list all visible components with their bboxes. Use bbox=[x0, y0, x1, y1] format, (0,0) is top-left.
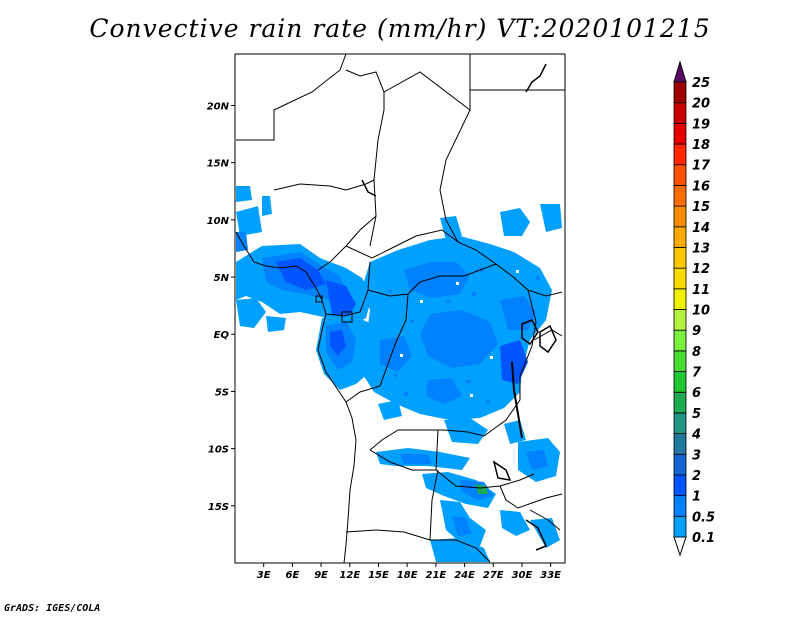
latitude-axis: 20N 15N 10N 5N EQ 5S 10S 15S bbox=[207, 101, 235, 513]
colorbar-label: 0.5 bbox=[692, 510, 715, 525]
colorbar-swatch bbox=[673, 350, 687, 372]
colorbar-label: 1 bbox=[692, 490, 701, 505]
colorbar-swatch bbox=[673, 122, 687, 145]
x-tick-label: 12E bbox=[339, 570, 360, 581]
y-tick-label: 15S bbox=[208, 502, 229, 513]
colorbar-swatch bbox=[673, 102, 687, 124]
colorbar-swatch bbox=[673, 205, 687, 228]
y-tick-label: 5N bbox=[214, 273, 230, 284]
y-tick-label: EQ bbox=[214, 330, 230, 341]
colorbar-swatch bbox=[673, 453, 687, 476]
colorbar-swatch bbox=[673, 474, 687, 497]
colorbar-label: 6 bbox=[692, 386, 701, 401]
colorbar-swatch bbox=[673, 226, 687, 248]
x-tick-label: 21E bbox=[425, 570, 446, 581]
colorbar-label: 18 bbox=[692, 138, 710, 153]
colorbar-label: 3 bbox=[692, 448, 701, 463]
y-tick-label: 20N bbox=[207, 101, 230, 112]
colorbar-label: 9 bbox=[692, 324, 701, 339]
colorbar-swatch bbox=[673, 329, 687, 352]
colorbar-swatch bbox=[673, 495, 687, 517]
x-tick-label: 6E bbox=[285, 570, 299, 581]
y-tick-label: 10S bbox=[208, 445, 229, 456]
colorbar-label: 19 bbox=[692, 117, 710, 132]
map-frame bbox=[234, 53, 566, 564]
colorbar-swatch bbox=[673, 247, 687, 269]
colorbar-label: 16 bbox=[692, 179, 710, 194]
colorbar-swatch bbox=[673, 143, 687, 166]
rain-field bbox=[236, 186, 562, 562]
colorbar-bottom-arrow bbox=[673, 536, 687, 557]
x-tick-label: 15E bbox=[368, 570, 389, 581]
colorbar-label: 2 bbox=[692, 469, 701, 484]
colorbar-label: 14 bbox=[692, 221, 710, 236]
y-tick-label: 5S bbox=[215, 387, 229, 398]
colorbar-swatch bbox=[673, 185, 687, 207]
colorbar-label: 10 bbox=[692, 304, 710, 319]
colorbar-label: 13 bbox=[692, 241, 710, 256]
colorbar-swatch bbox=[673, 371, 687, 393]
colorbar-label: 17 bbox=[692, 159, 711, 174]
colorbar-swatch bbox=[673, 164, 687, 186]
colorbar-swatch bbox=[673, 412, 687, 434]
x-tick-label: 27E bbox=[483, 570, 504, 581]
x-tick-label: 3E bbox=[257, 570, 271, 581]
country-boundaries bbox=[235, 54, 565, 563]
colorbar-swatch bbox=[673, 267, 687, 290]
colorbar-swatch bbox=[673, 391, 687, 414]
x-tick-label: 24E bbox=[454, 570, 475, 581]
colorbar-label: 12 bbox=[692, 262, 710, 277]
x-tick-label: 9E bbox=[314, 570, 328, 581]
map-title: Convective rain rate (mm/hr) VT:20201012… bbox=[89, 14, 711, 43]
longitude-axis: 3E 6E 9E 12E 15E 18E 21E 24E 27E 30E 33E bbox=[257, 563, 561, 581]
colorbar-label: 20 bbox=[692, 97, 710, 112]
colorbar-swatch bbox=[673, 309, 687, 331]
x-tick-label: 33E bbox=[540, 570, 561, 581]
colorbar-swatch bbox=[673, 288, 687, 310]
colorbar-label: 8 bbox=[692, 345, 701, 360]
grads-credit: GrADS: IGES/COLA bbox=[4, 603, 101, 614]
colorbar-label: 25 bbox=[692, 76, 710, 91]
colorbar-swatch bbox=[673, 433, 687, 455]
colorbar-top-arrow bbox=[673, 60, 687, 83]
colorbar-label: 7 bbox=[692, 366, 702, 381]
colorbar-label: 5 bbox=[692, 407, 701, 422]
colorbar-swatch bbox=[673, 515, 687, 538]
colorbar-label: 11 bbox=[692, 283, 710, 298]
colorbar-label: 0.1 bbox=[692, 531, 715, 546]
x-tick-label: 18E bbox=[397, 570, 418, 581]
colorbar-swatch bbox=[673, 81, 687, 104]
x-tick-label: 30E bbox=[512, 570, 533, 581]
y-tick-label: 15N bbox=[207, 159, 230, 170]
colorbar-label: 15 bbox=[692, 200, 710, 215]
y-tick-label: 10N bbox=[207, 216, 230, 227]
colorbar-label: 4 bbox=[691, 428, 701, 443]
